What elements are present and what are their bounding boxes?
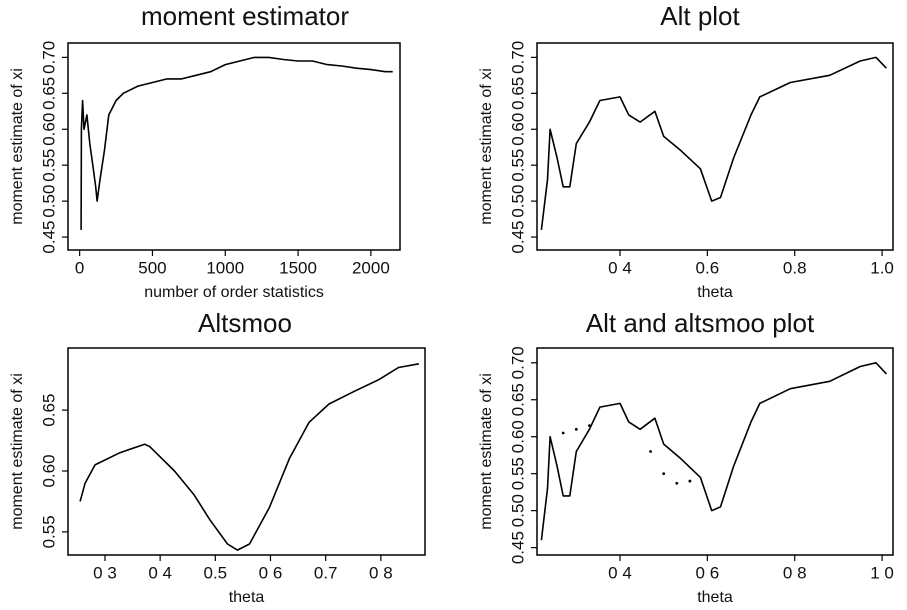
panel: Alt plot 0 4 0.6 0.8 1.0 0.45 0.50 0.55 0.60 0.65… bbox=[478, 1, 894, 301]
panel-title: Altsmoo bbox=[198, 308, 292, 338]
y-tick-label: 0.50 bbox=[508, 494, 527, 527]
y-tick-label: 0.50 bbox=[508, 185, 527, 218]
x-tick-label: 1500 bbox=[279, 258, 317, 277]
panel-title: Alt plot bbox=[660, 1, 740, 31]
panel-title: Alt and altsmoo plot bbox=[586, 308, 815, 338]
x-tick-label: 0.7 bbox=[314, 563, 338, 582]
x-tick-label: 0 4 bbox=[608, 258, 632, 277]
y-tick-label: 0.55 bbox=[508, 149, 527, 182]
y-tick-label: 0.65 bbox=[39, 394, 58, 427]
y-tick-label: 0.60 bbox=[39, 113, 58, 146]
y-tick-label: 0.45 bbox=[39, 221, 58, 254]
x-tick-label: 0 3 bbox=[93, 563, 117, 582]
y-tick-label: 0.55 bbox=[508, 457, 527, 490]
x-tick-label: 2000 bbox=[352, 258, 390, 277]
x-tick-label: 0.6 bbox=[696, 258, 720, 277]
data-line bbox=[79, 363, 420, 551]
x-tick-label: 500 bbox=[138, 258, 166, 277]
data-line bbox=[540, 362, 887, 541]
y-tick-label: 0.60 bbox=[508, 113, 527, 146]
x-axis-label: theta bbox=[697, 284, 733, 301]
plot-frame bbox=[67, 347, 426, 556]
data-line bbox=[540, 56, 887, 230]
y-tick-label: 0.65 bbox=[508, 383, 527, 416]
panel: Altsmoo 0 3 0 4 0.5 0 6 0.7 0 8 0.55 0.60 0.65 the… bbox=[9, 308, 426, 606]
y-tick-label: 0.70 bbox=[508, 346, 527, 379]
x-axis-label: number of order statistics bbox=[144, 284, 324, 301]
panel: Alt and altsmoo plot 0 4 0 6 0 8 1 0 0.45 0.50… bbox=[478, 308, 894, 606]
panel: moment estimator 0 500 1000 1500 2000 0.45 0.50… bbox=[9, 1, 401, 301]
x-axis-label: theta bbox=[697, 589, 733, 606]
y-axis-label: moment estimate of xi bbox=[9, 68, 26, 225]
data-point bbox=[574, 427, 578, 431]
y-axis-label: moment estimate of xi bbox=[478, 68, 495, 225]
x-tick-label: 1.0 bbox=[870, 258, 894, 277]
y-axis-label: moment estimate of xi bbox=[9, 373, 26, 530]
y-tick-label: 0.55 bbox=[39, 515, 58, 548]
y-tick-label: 0.60 bbox=[39, 454, 58, 487]
x-tick-label: 0 4 bbox=[148, 563, 172, 582]
x-axis-label: theta bbox=[229, 589, 265, 606]
data-point bbox=[561, 431, 565, 435]
y-tick-label: 0.70 bbox=[39, 41, 58, 74]
y-axis-label: moment estimate of xi bbox=[478, 373, 495, 530]
data-point bbox=[662, 472, 666, 476]
data-line bbox=[80, 56, 393, 230]
data-point bbox=[675, 481, 679, 485]
y-tick-label: 0.50 bbox=[39, 185, 58, 218]
plot-frame bbox=[67, 42, 401, 251]
x-tick-label: 0 4 bbox=[608, 563, 632, 582]
y-tick-label: 0.45 bbox=[508, 531, 527, 564]
y-tick-label: 0.45 bbox=[508, 221, 527, 254]
y-tick-label: 0.60 bbox=[508, 420, 527, 453]
x-tick-label: 0.5 bbox=[204, 563, 228, 582]
plot-frame bbox=[536, 347, 894, 556]
x-tick-label: 1000 bbox=[206, 258, 244, 277]
y-tick-label: 0.70 bbox=[508, 41, 527, 74]
y-tick-label: 0.65 bbox=[39, 77, 58, 110]
y-tick-label: 0.65 bbox=[508, 77, 527, 110]
data-point bbox=[649, 450, 652, 453]
x-tick-label: 0 6 bbox=[259, 563, 283, 582]
x-tick-label: 1 0 bbox=[870, 563, 894, 582]
plot-frame bbox=[536, 42, 894, 251]
data-point bbox=[688, 479, 692, 483]
x-tick-label: 0 8 bbox=[369, 563, 393, 582]
x-tick-label: 0 8 bbox=[783, 563, 807, 582]
x-tick-label: 0 bbox=[75, 258, 84, 277]
y-tick-label: 0.55 bbox=[39, 149, 58, 182]
x-tick-label: 0.8 bbox=[783, 258, 807, 277]
panel-title: moment estimator bbox=[141, 1, 349, 31]
x-tick-label: 0 6 bbox=[696, 563, 720, 582]
data-point bbox=[588, 424, 591, 428]
